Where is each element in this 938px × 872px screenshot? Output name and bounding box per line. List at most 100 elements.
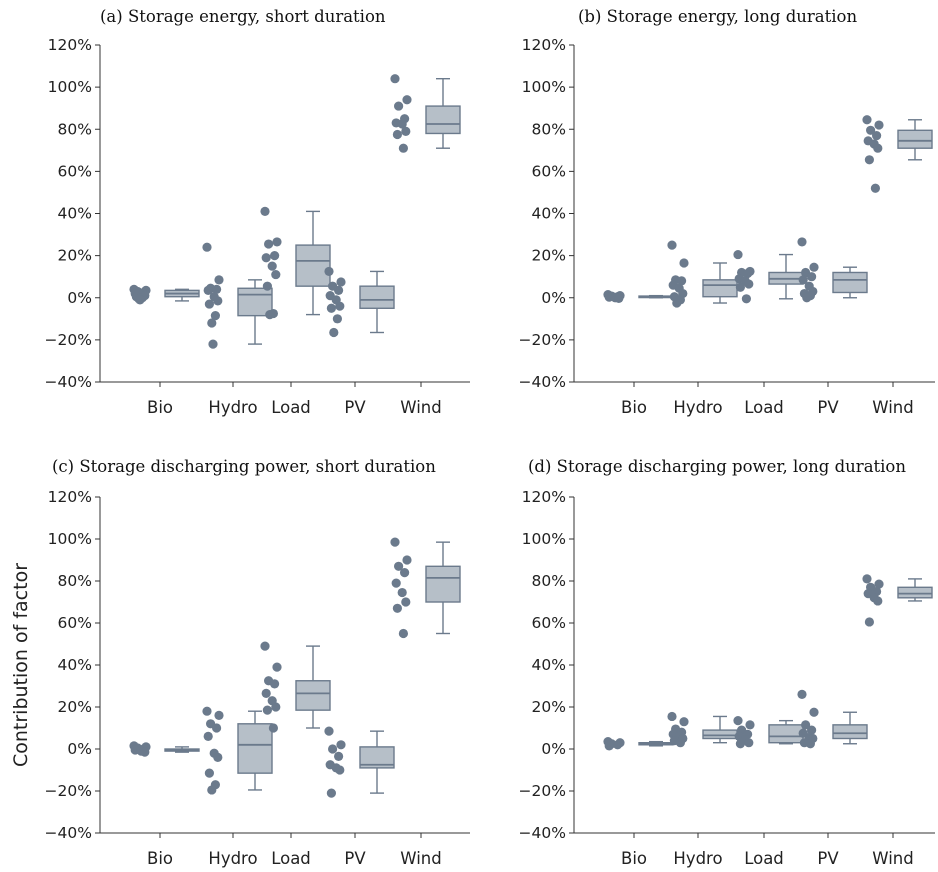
x-tick-label: Load [271, 849, 311, 868]
data-point [798, 275, 808, 285]
data-point [336, 277, 346, 287]
box-group-bio [603, 737, 674, 751]
data-point [402, 555, 412, 565]
data-point [334, 285, 344, 295]
data-point [733, 249, 743, 260]
data-point [744, 279, 754, 289]
data-point [802, 293, 812, 303]
data-point [271, 702, 281, 712]
y-tick-label: 60% [58, 614, 92, 632]
data-point [397, 119, 407, 129]
y-tick-label: 40% [532, 205, 566, 223]
y-tick-label: 60% [532, 614, 566, 632]
box-iqr [237, 287, 273, 317]
data-point [203, 285, 213, 295]
box-group-load [733, 249, 804, 304]
y-tick-label: −20% [45, 782, 92, 800]
data-point [262, 705, 272, 715]
data-point [873, 596, 883, 606]
box-group-wind [862, 115, 933, 193]
box-group-load [260, 641, 331, 733]
box-iqr [295, 680, 331, 711]
y-tick-label: 100% [522, 530, 566, 548]
data-point [809, 707, 819, 717]
data-point [394, 561, 404, 571]
panel-title: (d) Storage discharging power, long dura… [528, 457, 906, 476]
y-tick-label: 80% [58, 120, 92, 138]
data-point [207, 785, 217, 795]
data-point [797, 689, 807, 700]
data-point [805, 739, 816, 749]
data-point [261, 688, 271, 698]
box-iqr [295, 244, 331, 287]
box-iqr [897, 586, 933, 599]
data-point [743, 268, 753, 279]
y-tick-label: 80% [532, 572, 566, 590]
data-point [613, 740, 623, 750]
y-tick-label: 60% [58, 162, 92, 180]
y-tick-label: 0% [541, 289, 566, 307]
box-iqr [359, 746, 395, 769]
data-point [335, 301, 345, 311]
data-point [324, 726, 334, 736]
data-point [213, 296, 223, 306]
x-tick-label: PV [817, 398, 839, 417]
x-tick-label: Load [271, 398, 311, 417]
data-point [391, 578, 401, 588]
data-point [267, 261, 277, 271]
y-tick-label: 20% [532, 247, 566, 265]
data-point [604, 741, 614, 751]
data-point [272, 237, 282, 247]
data-point [270, 251, 280, 261]
data-point [268, 723, 278, 733]
data-point [271, 269, 281, 280]
data-point [679, 717, 689, 727]
y-tick-label: 40% [58, 205, 92, 223]
panel-title: (a) Storage energy, short duration [100, 7, 386, 26]
shared-y-axis-label: Contribution of factor [10, 563, 32, 767]
data-point [260, 641, 270, 651]
box-iqr [359, 285, 395, 309]
box-group-load [733, 716, 804, 749]
box-group-bio [603, 289, 674, 303]
data-point [864, 155, 875, 165]
y-tick-label: −20% [519, 782, 566, 800]
y-tick-label: 20% [58, 698, 92, 716]
panel-title: (b) Storage energy, long duration [578, 7, 857, 26]
y-tick-label: 100% [48, 530, 92, 548]
y-tick-label: 100% [522, 78, 566, 96]
y-tick-label: 100% [48, 78, 92, 96]
data-point [392, 603, 402, 613]
data-point [390, 537, 400, 547]
box-group-pv [324, 266, 395, 338]
x-tick-label: Hydro [673, 849, 722, 868]
data-point [264, 239, 274, 249]
box-group-hydro [667, 711, 738, 748]
data-point [272, 662, 282, 672]
data-point [213, 752, 223, 763]
y-tick-label: 0% [67, 740, 92, 758]
y-tick-label: −40% [519, 373, 566, 391]
box-iqr [832, 724, 868, 740]
box-iqr [897, 129, 933, 149]
data-point [807, 272, 817, 282]
data-point [807, 725, 817, 735]
box-group-pv [797, 237, 868, 303]
y-tick-label: −40% [519, 824, 566, 842]
data-point [398, 143, 408, 153]
data-point [864, 617, 875, 627]
x-tick-label: Wind [872, 849, 913, 868]
data-point [324, 266, 334, 277]
y-tick-label: −20% [519, 331, 566, 349]
box-group-bio [129, 741, 200, 757]
data-point [735, 282, 746, 292]
data-point [204, 299, 214, 309]
y-tick-label: 120% [48, 488, 92, 506]
box-group-wind [390, 537, 461, 639]
data-point [135, 295, 145, 305]
y-tick-label: 60% [532, 162, 566, 180]
data-point [874, 579, 884, 589]
chart-panel-c: (c) Storage discharging power, short dur… [45, 457, 470, 868]
x-tick-label: Hydro [673, 398, 722, 417]
